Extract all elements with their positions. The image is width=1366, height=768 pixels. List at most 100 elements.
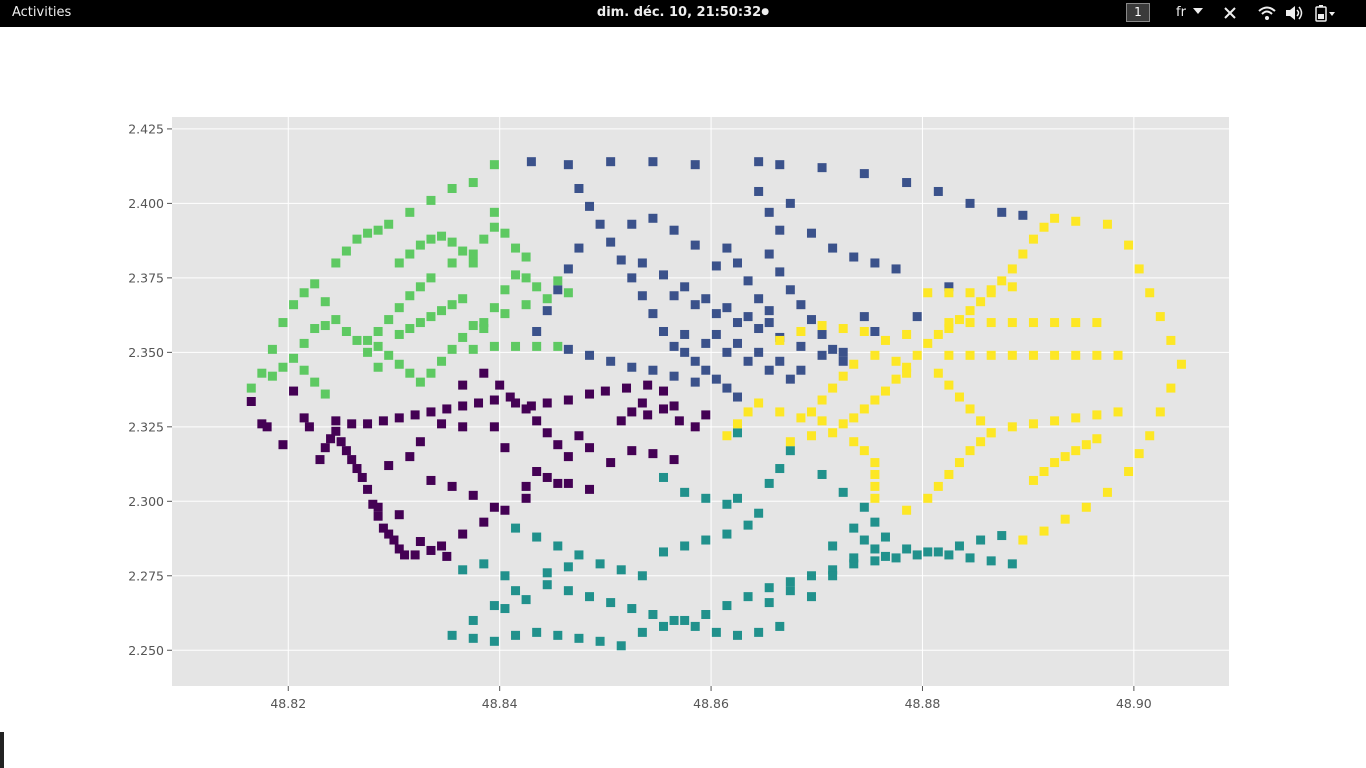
data-point [373, 225, 383, 235]
data-point [246, 397, 256, 406]
data-point [870, 350, 880, 360]
data-point [606, 157, 616, 167]
data-point [944, 282, 954, 292]
clock[interactable]: dim. déc. 10, 21:50:32● [0, 5, 1366, 20]
data-point [817, 163, 827, 173]
workspace-indicator[interactable]: 1 [1126, 3, 1150, 22]
data-point [394, 510, 404, 520]
data-point [511, 398, 521, 408]
data-point [352, 464, 362, 474]
data-point [468, 178, 478, 188]
data-point [859, 446, 869, 456]
series-0 [246, 368, 711, 561]
data-point [315, 455, 325, 465]
wifi-icon[interactable] [1258, 4, 1276, 22]
data-point [796, 413, 806, 423]
data-point [447, 481, 457, 491]
data-point [806, 315, 816, 325]
data-point [627, 604, 637, 614]
data-point [1071, 350, 1081, 360]
data-point [859, 502, 869, 512]
data-point [542, 472, 552, 482]
data-point [806, 228, 816, 238]
data-point [722, 303, 732, 313]
data-point [489, 222, 499, 232]
data-point [659, 472, 669, 482]
data-point [690, 621, 700, 631]
data-point [880, 335, 890, 345]
data-point [606, 237, 616, 247]
data-point [722, 347, 732, 357]
data-point [1039, 526, 1049, 536]
data-point [1102, 487, 1112, 497]
data-point [479, 234, 489, 244]
data-point [1028, 318, 1038, 328]
data-point [796, 326, 806, 336]
data-point [754, 157, 764, 167]
data-point [542, 306, 552, 316]
data-point [690, 160, 700, 170]
data-point [521, 300, 531, 310]
data-point [479, 559, 489, 569]
activities-button[interactable]: Activities [12, 5, 72, 20]
app-window: 48.82 48.84 48.86 48.88 48.90 2.250 2.275 2.30… [0, 27, 1366, 768]
data-point [553, 285, 563, 295]
data-point [764, 583, 774, 593]
data-point [347, 455, 357, 465]
data-point [532, 467, 542, 477]
data-point [1113, 350, 1123, 360]
data-point [553, 341, 563, 351]
data-point [458, 332, 468, 342]
data-point [574, 431, 584, 441]
data-point [574, 183, 584, 193]
data-point [764, 365, 774, 375]
data-point [701, 410, 711, 420]
data-point [511, 630, 521, 640]
data-point [891, 264, 901, 274]
data-point [775, 464, 785, 474]
data-point [437, 356, 447, 366]
data-point [373, 502, 383, 512]
data-point [849, 359, 859, 369]
data-point [505, 392, 515, 402]
data-point [870, 481, 880, 491]
data-point [1071, 318, 1081, 328]
data-point [622, 383, 632, 393]
data-point [426, 234, 436, 244]
battery-icon[interactable] [1314, 4, 1336, 22]
data-point [585, 350, 595, 360]
data-point [511, 270, 521, 280]
data-point [320, 443, 330, 453]
data-point [669, 291, 679, 301]
data-point [373, 326, 383, 336]
data-point [542, 568, 552, 578]
data-point [637, 398, 647, 408]
data-point [437, 419, 447, 429]
data-point [743, 407, 753, 417]
data-point [732, 258, 742, 268]
data-point [331, 315, 341, 325]
data-point [447, 183, 457, 193]
data-point [553, 630, 563, 640]
data-point [521, 252, 531, 262]
volume-icon[interactable] [1285, 4, 1303, 22]
data-point [437, 306, 447, 316]
language-selector[interactable]: fr [1176, 5, 1204, 20]
data-point [870, 395, 880, 405]
data-point [474, 398, 484, 408]
data-point [806, 571, 816, 581]
data-point [838, 371, 848, 381]
data-point [796, 341, 806, 351]
data-point [437, 541, 447, 551]
data-point [902, 505, 912, 515]
data-point [278, 440, 288, 450]
data-point [553, 478, 563, 488]
x-icon[interactable] [1223, 4, 1237, 22]
data-point [659, 386, 669, 396]
data-point [447, 237, 457, 247]
data-point [828, 428, 838, 438]
chevron-down-icon [1193, 8, 1204, 14]
data-point [870, 517, 880, 527]
y-tick-label: 2.275 [128, 568, 164, 583]
data-point [838, 487, 848, 497]
